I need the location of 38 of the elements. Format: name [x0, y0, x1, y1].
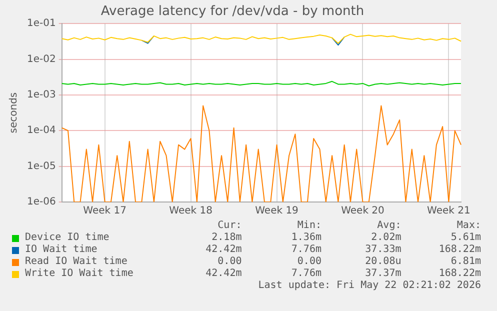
legend-label: Read IO Wait time: [24, 256, 128, 268]
x-tick-label: Week 19: [255, 206, 298, 217]
text: 2.18m: [210, 232, 242, 244]
legend-label: Device IO time: [24, 232, 110, 244]
text: Last update: Fri May 22 02:21:02 2026: [257, 280, 482, 292]
legend-label: Write IO Wait time: [24, 268, 134, 280]
y-tick-label: 1e-06: [26, 196, 56, 208]
y-tick-label: 1e-04: [26, 125, 56, 136]
y-tick-label: 1e-02: [26, 54, 56, 65]
text: Min:: [296, 220, 322, 232]
legend-label: IO Wait time: [24, 244, 98, 256]
y-tick-label: 1e-03: [26, 90, 56, 101]
text: Max:: [456, 220, 481, 232]
y-tick-label: 1e-05: [26, 160, 56, 172]
text: 0.00: [296, 256, 322, 268]
x-tick-label: Week 18: [169, 206, 212, 217]
text: 168.22m: [438, 268, 481, 280]
x-tick-label: Week 20: [341, 206, 384, 217]
text: 42.42m: [204, 268, 242, 280]
text: 7.76m: [290, 244, 322, 256]
y-tick-label: 1e-01: [26, 18, 56, 30]
text: 37.33m: [364, 244, 402, 256]
x-tick-label: Week 21: [427, 206, 470, 217]
text: 2.02m: [370, 232, 402, 244]
text: Avg:: [376, 220, 402, 232]
text: 5.61m: [450, 232, 481, 244]
text: 42.42m: [204, 244, 242, 256]
chart-title: Average latency for /dev/vda - by month: [100, 4, 364, 20]
text: 0.00: [216, 256, 242, 268]
text: 37.37m: [364, 268, 402, 280]
y-axis-title: seconds: [8, 92, 20, 134]
text: 1.36m: [290, 232, 322, 244]
text: 6.81m: [450, 256, 481, 268]
text: 168.22m: [438, 244, 481, 256]
text: 7.76m: [290, 268, 322, 280]
text: 20.08u: [364, 256, 402, 268]
text: Cur:: [216, 220, 242, 232]
x-tick-label: Week 17: [83, 206, 126, 217]
